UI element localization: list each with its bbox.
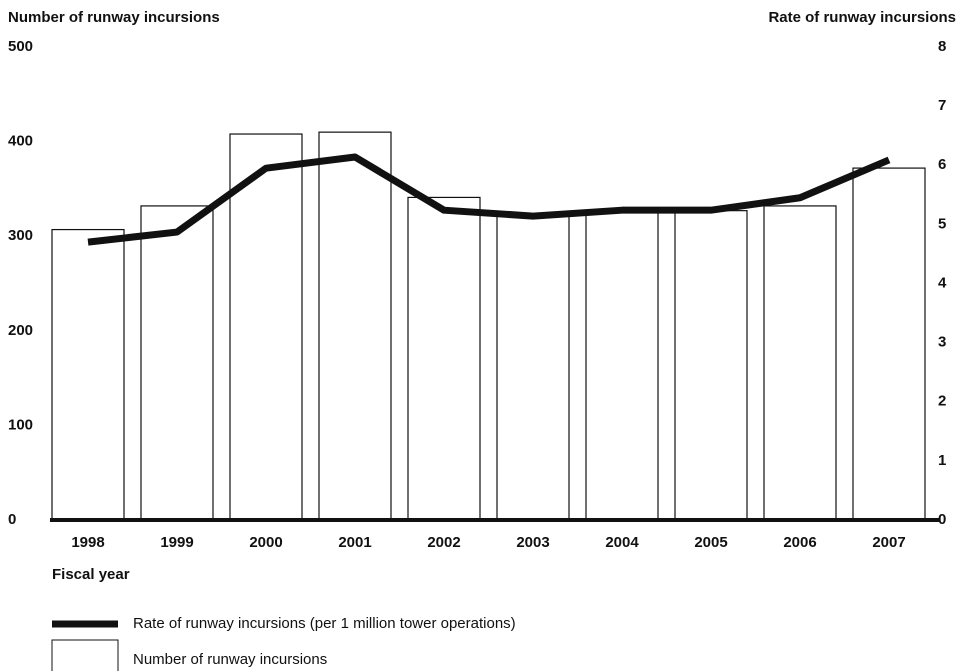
legend-label: Number of runway incursions [133, 651, 327, 668]
x-tick-label: 2001 [338, 534, 371, 551]
bar [140, 205, 214, 521]
x-tick-label: 2007 [872, 534, 905, 551]
bar [585, 210, 659, 521]
x-tick-label: 2005 [694, 534, 727, 551]
bar [496, 213, 570, 521]
y2-tick-label: 1 [938, 452, 946, 469]
y2-tick-label: 8 [938, 38, 946, 55]
bar [229, 133, 303, 521]
x-tick-label: 2000 [249, 534, 282, 551]
y-tick-label: 400 [8, 133, 33, 150]
bar [852, 167, 926, 521]
y-tick-label: 500 [8, 38, 33, 55]
y2-tick-label: 2 [938, 393, 946, 410]
rate-line [87, 153, 891, 246]
x-tick-label: 2002 [427, 534, 460, 551]
bar [674, 210, 748, 521]
y-tick-label: 200 [8, 322, 33, 339]
legend-box [51, 639, 119, 671]
x-axis-title: Fiscal year [52, 566, 130, 583]
y-tick-label: 300 [8, 227, 33, 244]
bar [51, 228, 125, 521]
y2-axis-title: Rate of runway incursions [768, 9, 956, 26]
x-tick-label: 1998 [71, 534, 104, 551]
y2-tick-label: 5 [938, 215, 946, 232]
bar [318, 131, 392, 521]
x-tick-label: 2003 [516, 534, 549, 551]
legend-label: Rate of runway incursions (per 1 million… [133, 615, 516, 632]
y2-tick-label: 3 [938, 334, 946, 351]
bar [763, 205, 837, 521]
x-tick-label: 2006 [783, 534, 816, 551]
x-tick-label: 2004 [605, 534, 639, 551]
y2-tick-label: 7 [938, 97, 946, 114]
y2-tick-label: 6 [938, 156, 946, 173]
x-tick-label: 1999 [160, 534, 193, 551]
bar [407, 196, 481, 521]
y-axis-title: Number of runway incursions [8, 9, 220, 26]
y2-tick-label: 0 [938, 511, 946, 528]
y2-tick-label: 4 [938, 274, 947, 291]
y-tick-label: 0 [8, 511, 16, 528]
y-tick-label: 100 [8, 416, 33, 433]
